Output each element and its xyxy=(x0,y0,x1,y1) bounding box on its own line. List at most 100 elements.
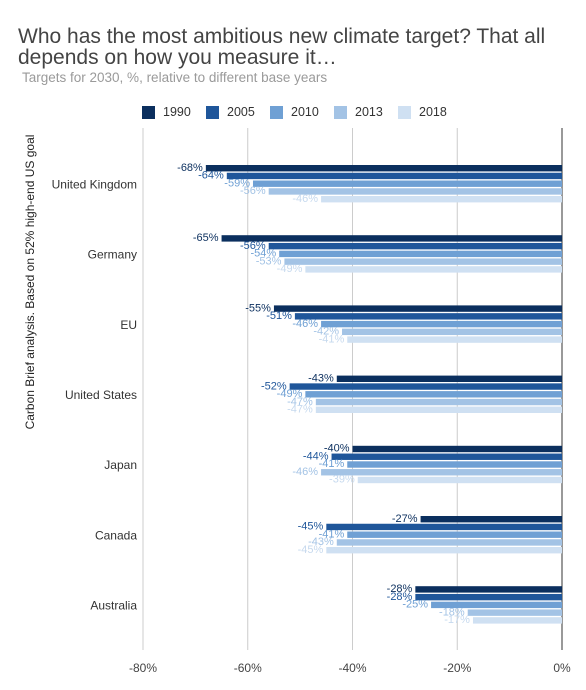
category-label: United Kingdom xyxy=(52,177,137,191)
data-label: -47% xyxy=(287,396,313,408)
data-label: -25% xyxy=(402,599,428,611)
bar-2013 xyxy=(315,398,562,406)
data-label: -49% xyxy=(277,263,303,275)
data-label: -43% xyxy=(308,536,334,548)
bar-2005 xyxy=(326,523,562,531)
data-label: -65% xyxy=(193,232,219,244)
bar-2010 xyxy=(279,250,562,258)
x-tick-label: -80% xyxy=(129,661,157,675)
data-labels: -68%-64%-59%-56%-46%-65%-56%-54%-53%-49%… xyxy=(177,162,470,626)
bar-1990 xyxy=(205,165,562,172)
data-label: -46% xyxy=(292,318,318,330)
bar-1990 xyxy=(352,445,562,453)
bar-2010 xyxy=(347,461,562,468)
bar-2005 xyxy=(294,313,562,320)
bar-2005 xyxy=(268,242,562,250)
data-label: -46% xyxy=(292,193,318,205)
legend-label: 2010 xyxy=(291,105,319,119)
bar-1990 xyxy=(273,305,562,312)
bar-2018 xyxy=(472,617,562,624)
legend-item-1990: 1990 xyxy=(142,104,191,120)
bar-1990 xyxy=(336,375,562,382)
data-label: -27% xyxy=(392,513,418,525)
bar-2010 xyxy=(252,180,563,187)
category-label: Australia xyxy=(90,599,137,613)
bar-2005 xyxy=(415,593,562,601)
data-label: -41% xyxy=(319,528,345,540)
data-label: -49% xyxy=(277,388,303,400)
bar-2018 xyxy=(347,336,562,343)
category-label: United States xyxy=(65,388,137,402)
legend-label: 1990 xyxy=(163,105,191,119)
bar-2018 xyxy=(315,406,562,413)
bar-2010 xyxy=(347,531,562,538)
legend-item-2005: 2005 xyxy=(206,104,255,120)
x-tick-label: -60% xyxy=(234,661,262,675)
bar-2018 xyxy=(305,266,562,273)
bar-2013 xyxy=(342,328,562,336)
data-label: -41% xyxy=(319,458,345,470)
data-label: -59% xyxy=(224,177,250,189)
data-label: -45% xyxy=(298,521,324,533)
legend: 1990 2005 2010 2013 2018 xyxy=(0,104,586,120)
legend-item-2013: 2013 xyxy=(334,104,383,120)
category-labels: United Kingdom Germany EU United States Japa… xyxy=(52,177,138,612)
legend-label: 2005 xyxy=(227,105,255,119)
bar-2018 xyxy=(357,476,562,484)
x-tick-label: -20% xyxy=(443,661,471,675)
bar-1990 xyxy=(420,516,562,523)
data-label: -40% xyxy=(324,443,350,455)
data-label: -52% xyxy=(261,380,287,392)
bar-2010 xyxy=(431,601,562,609)
x-tick-label: 0% xyxy=(553,661,571,675)
data-label: -53% xyxy=(256,255,282,267)
bar-2013 xyxy=(321,469,562,476)
category-label: Germany xyxy=(88,248,137,262)
legend-swatch xyxy=(334,105,347,119)
data-label: -41% xyxy=(319,333,345,345)
data-label: -56% xyxy=(240,185,266,197)
bar-2018 xyxy=(326,547,562,554)
data-label: -18% xyxy=(439,606,465,618)
chart-title: Who has the most ambitious new climate t… xyxy=(18,25,546,69)
bar-2010 xyxy=(321,320,562,328)
legend-label: 2018 xyxy=(419,105,447,119)
legend-label: 2013 xyxy=(355,105,383,119)
bar-2013 xyxy=(284,258,562,265)
data-label: -43% xyxy=(308,373,334,385)
category-label: Canada xyxy=(95,528,137,542)
bar-2005 xyxy=(331,453,562,460)
data-label: -28% xyxy=(387,583,413,595)
bar-2013 xyxy=(336,539,562,546)
legend-item-2018: 2018 xyxy=(398,104,447,120)
category-label: Japan xyxy=(104,458,137,472)
bar-2005 xyxy=(289,383,562,390)
data-label: -55% xyxy=(245,302,271,314)
bar-2013 xyxy=(268,188,562,195)
chart-subtitle: Targets for 2030, %, relative to differe… xyxy=(22,70,328,85)
data-label: -17% xyxy=(444,614,470,626)
data-label: -56% xyxy=(240,240,266,252)
data-label: -28% xyxy=(387,591,413,603)
bar-2018 xyxy=(321,196,562,203)
data-label: -51% xyxy=(266,310,292,322)
category-label: EU xyxy=(120,318,137,332)
bar-2005 xyxy=(226,172,563,180)
data-label: -47% xyxy=(287,404,313,416)
bar-1990 xyxy=(221,235,562,242)
data-label: -39% xyxy=(329,474,355,486)
legend-swatch xyxy=(142,105,155,119)
x-tick-labels: -80% -60% -40% -20% 0% xyxy=(129,661,571,675)
bar-1990 xyxy=(415,586,562,593)
data-label: -42% xyxy=(313,326,339,338)
legend-swatch xyxy=(206,105,219,119)
data-label: -44% xyxy=(303,450,329,462)
data-label: -45% xyxy=(298,544,324,556)
legend-swatch xyxy=(398,105,411,119)
data-label: -64% xyxy=(198,170,224,182)
data-label: -68% xyxy=(177,162,203,174)
bar-2013 xyxy=(467,609,562,616)
data-label: -46% xyxy=(292,466,318,478)
data-label: -54% xyxy=(250,248,276,260)
legend-swatch xyxy=(270,105,283,119)
